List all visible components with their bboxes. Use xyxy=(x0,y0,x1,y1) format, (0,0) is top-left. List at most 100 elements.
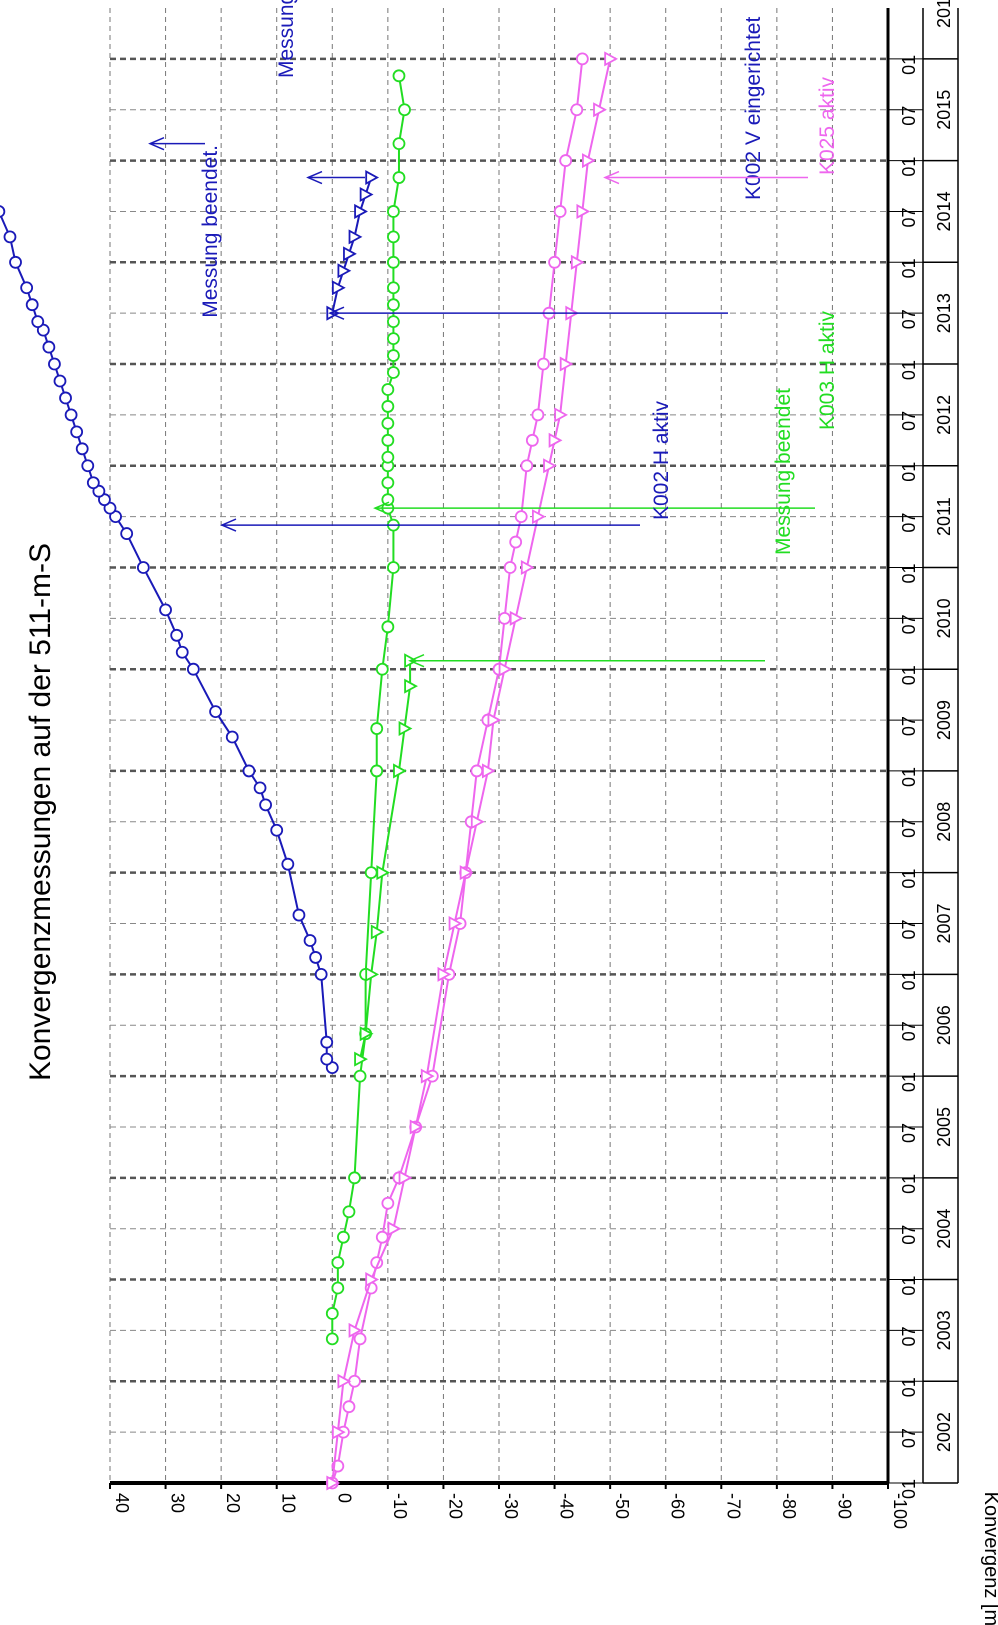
month-tick-label: 01 xyxy=(899,1479,919,1499)
data-point xyxy=(382,418,393,429)
data-point xyxy=(499,613,510,624)
data-point xyxy=(516,511,527,522)
data-point xyxy=(310,952,321,963)
data-point xyxy=(305,935,316,946)
month-tick-label: 01 xyxy=(899,462,919,482)
year-label: 2014 xyxy=(934,191,954,231)
data-point xyxy=(188,664,199,675)
data-point xyxy=(577,53,588,64)
year-label: 2009 xyxy=(934,700,954,740)
year-label: 2012 xyxy=(934,395,954,435)
data-point xyxy=(32,316,43,327)
month-tick-label: 01 xyxy=(899,563,919,583)
annotation-label: Messung beendet. xyxy=(199,145,222,318)
data-point xyxy=(327,1333,338,1344)
data-point xyxy=(471,765,482,776)
month-tick-label: 07 xyxy=(899,716,919,736)
month-tick-label: 01 xyxy=(899,157,919,177)
data-point xyxy=(382,477,393,488)
y-tick-label: 10 xyxy=(279,1493,299,1513)
data-point xyxy=(210,706,221,717)
month-tick-label: 01 xyxy=(899,258,919,278)
data-point xyxy=(77,443,88,454)
month-tick-label: 01 xyxy=(899,869,919,889)
year-label: 2011 xyxy=(934,497,954,536)
data-point xyxy=(0,206,4,217)
data-point xyxy=(321,1054,332,1065)
year-label: 2016 xyxy=(934,0,954,28)
data-point xyxy=(10,257,21,268)
data-point xyxy=(388,282,399,293)
data-point xyxy=(377,664,388,675)
data-point xyxy=(505,562,516,573)
year-label: 2010 xyxy=(934,598,954,638)
data-point xyxy=(538,359,549,370)
year-label: 2013 xyxy=(934,293,954,333)
data-point xyxy=(4,231,15,242)
y-tick-label: 0 xyxy=(334,1493,354,1503)
month-tick-label: 07 xyxy=(899,207,919,227)
data-point xyxy=(371,765,382,776)
data-point xyxy=(282,859,293,870)
y-tick-label: -30 xyxy=(501,1493,521,1519)
month-tick-label: 07 xyxy=(899,1225,919,1245)
month-tick-label: 01 xyxy=(899,767,919,787)
annotation-label: K002 V eingerichtet xyxy=(742,17,765,200)
annotation-label: Messung beendet xyxy=(772,388,795,555)
y-tick-label: -20 xyxy=(445,1493,465,1519)
data-point xyxy=(393,138,404,149)
data-point xyxy=(371,723,382,734)
data-point xyxy=(54,375,65,386)
data-point xyxy=(388,562,399,573)
month-tick-label: 01 xyxy=(899,1276,919,1296)
data-point xyxy=(82,460,93,471)
month-tick-label: 01 xyxy=(899,970,919,990)
data-point xyxy=(27,299,38,310)
data-point xyxy=(321,1037,332,1048)
month-tick-label: 07 xyxy=(899,920,919,940)
y-tick-label: -70 xyxy=(723,1493,743,1519)
data-point xyxy=(388,316,399,327)
month-tick-label: 07 xyxy=(899,1326,919,1346)
data-point xyxy=(332,1283,343,1294)
month-tick-label: 01 xyxy=(899,55,919,75)
month-tick-label: 07 xyxy=(899,309,919,329)
month-tick-label: 07 xyxy=(899,513,919,533)
y-tick-label: 40 xyxy=(112,1493,132,1513)
data-point xyxy=(66,409,77,420)
data-point xyxy=(338,1232,349,1243)
data-point xyxy=(388,299,399,310)
year-label: 2008 xyxy=(934,802,954,842)
chart-title: Konvergenzmessungen auf der 511-m-S xyxy=(24,543,57,1081)
data-point xyxy=(343,1401,354,1412)
data-point xyxy=(355,1333,366,1344)
data-point xyxy=(271,825,282,836)
year-label: 2003 xyxy=(934,1310,954,1350)
y-tick-label: -50 xyxy=(612,1493,632,1519)
y-tick-label: 20 xyxy=(223,1493,243,1513)
data-point xyxy=(293,910,304,921)
data-point xyxy=(355,1071,366,1082)
data-point xyxy=(43,342,54,353)
data-point xyxy=(388,231,399,242)
data-point xyxy=(21,282,32,293)
data-point xyxy=(71,426,82,437)
data-point xyxy=(382,452,393,463)
year-label: 2007 xyxy=(934,903,954,943)
data-point xyxy=(388,257,399,268)
data-point xyxy=(382,435,393,446)
data-point xyxy=(549,257,560,268)
data-point xyxy=(316,969,327,980)
data-point xyxy=(160,604,171,615)
data-point xyxy=(521,460,532,471)
year-label: 2006 xyxy=(934,1005,954,1045)
data-point xyxy=(49,359,60,370)
data-point xyxy=(343,1206,354,1217)
data-point xyxy=(532,409,543,420)
data-point xyxy=(88,477,99,488)
data-point xyxy=(571,104,582,115)
data-point xyxy=(527,435,538,446)
data-point xyxy=(332,1257,343,1268)
y-tick-label: -40 xyxy=(557,1493,577,1519)
year-label: 2004 xyxy=(934,1209,954,1249)
